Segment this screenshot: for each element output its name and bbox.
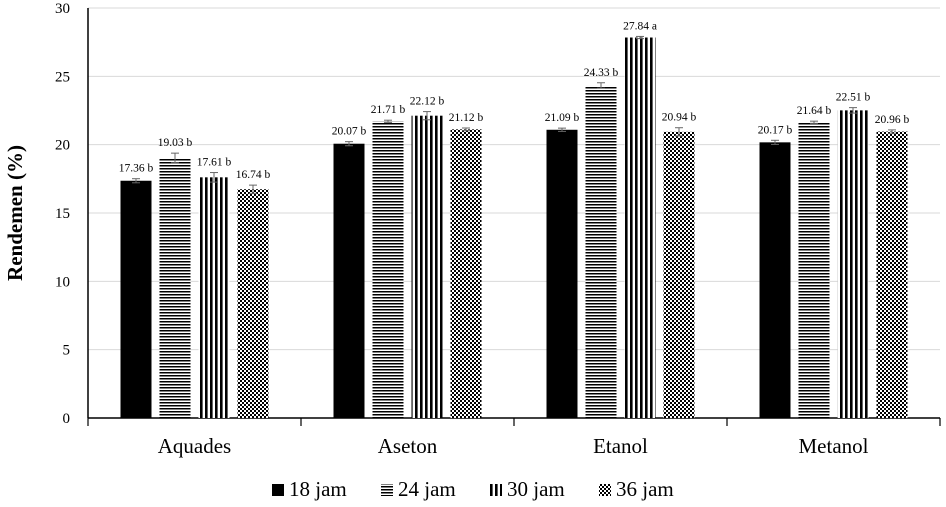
bar-etanol-24-jam <box>585 85 617 419</box>
error-bar <box>771 139 779 145</box>
y-tick-labels: 0 5 10 15 20 25 30 <box>55 1 70 427</box>
data-labels: 17.36 b 19.03 b 17.61 b 16.74 b 20.07 b 21.71… <box>119 20 910 181</box>
legend-swatch <box>490 484 502 496</box>
axes <box>87 8 941 426</box>
y-tick-label: 30 <box>55 1 70 17</box>
data-label: 21.12 b <box>449 112 484 124</box>
bar-aquades-36-jam <box>237 189 269 418</box>
y-tick-label: 5 <box>63 343 71 359</box>
bar-etanol-30-jam <box>624 37 656 419</box>
error-bar <box>462 127 470 132</box>
data-label: 17.36 b <box>119 163 154 175</box>
legend-swatch <box>272 484 284 496</box>
data-label: 27.84 a <box>623 20 657 32</box>
error-bar <box>675 127 683 137</box>
data-label: 21.09 b <box>545 112 580 124</box>
error-bar <box>558 127 566 132</box>
error-bar <box>249 184 257 194</box>
legend-label: 30 jam <box>507 477 565 501</box>
error-bar <box>849 107 857 114</box>
error-bar <box>171 152 179 164</box>
y-tick-label: 20 <box>55 138 70 154</box>
data-label: 21.64 b <box>797 105 832 117</box>
bar-metanol-30-jam <box>837 110 869 418</box>
category-label: Metanol <box>799 434 869 458</box>
error-bar <box>345 141 353 147</box>
data-label: 22.12 b <box>410 96 445 108</box>
bar-aquades-30-jam <box>198 177 230 418</box>
bar-aseton-30-jam <box>411 115 443 419</box>
category-labels: Aquades Aseton Etanol Metanol <box>158 434 869 458</box>
data-label: 24.33 b <box>584 67 619 79</box>
error-bar <box>810 120 818 124</box>
legend-label: 24 jam <box>398 477 456 501</box>
y-axis-title: Rendemen (%) <box>3 145 27 281</box>
gridlines <box>88 7 940 351</box>
error-bar <box>636 35 644 40</box>
bar-aquades-18-jam <box>120 180 152 418</box>
bars <box>120 35 908 419</box>
legend-item: 36 jam <box>599 477 674 501</box>
error-bar <box>210 172 218 183</box>
error-bar <box>132 178 140 184</box>
legend-label: 36 jam <box>616 477 674 501</box>
category-label: Etanol <box>593 434 648 458</box>
data-label: 20.07 b <box>332 126 367 138</box>
y-tick-label: 15 <box>55 206 70 222</box>
legend: 18 jam 24 jam 30 jam 36 jam <box>272 477 674 501</box>
y-tick-label: 10 <box>55 274 70 290</box>
bar-metanol-18-jam <box>759 142 791 419</box>
legend-item: 24 jam <box>381 477 456 501</box>
data-label: 20.94 b <box>662 112 697 124</box>
bar-aseton-36-jam <box>450 129 482 419</box>
category-label: Aseton <box>378 434 438 458</box>
legend-label: 18 jam <box>289 477 347 501</box>
bar-etanol-36-jam <box>663 131 695 418</box>
bar-etanol-18-jam <box>546 129 578 418</box>
error-bar <box>423 111 431 121</box>
error-bar <box>597 82 605 89</box>
data-label: 22.51 b <box>836 92 871 104</box>
bar-metanol-36-jam <box>876 131 908 418</box>
legend-swatch <box>599 484 611 496</box>
category-label: Aquades <box>158 434 231 458</box>
data-label: 16.74 b <box>236 169 271 181</box>
legend-item: 30 jam <box>490 477 565 501</box>
data-label: 19.03 b <box>158 137 193 149</box>
data-label: 20.96 b <box>875 114 910 126</box>
bar-aseton-18-jam <box>333 143 365 418</box>
y-tick-label: 25 <box>55 69 70 85</box>
legend-swatch <box>381 484 393 496</box>
bar-metanol-24-jam <box>798 122 830 419</box>
bar-aseton-24-jam <box>372 121 404 419</box>
data-label: 21.71 b <box>371 104 406 116</box>
data-label: 20.17 b <box>758 124 793 136</box>
bar-aquades-24-jam <box>159 157 191 418</box>
data-label: 17.61 b <box>197 157 232 169</box>
legend-item: 18 jam <box>272 477 347 501</box>
error-bar <box>888 129 896 134</box>
error-bar <box>384 119 392 123</box>
y-tick-label: 0 <box>63 411 71 427</box>
